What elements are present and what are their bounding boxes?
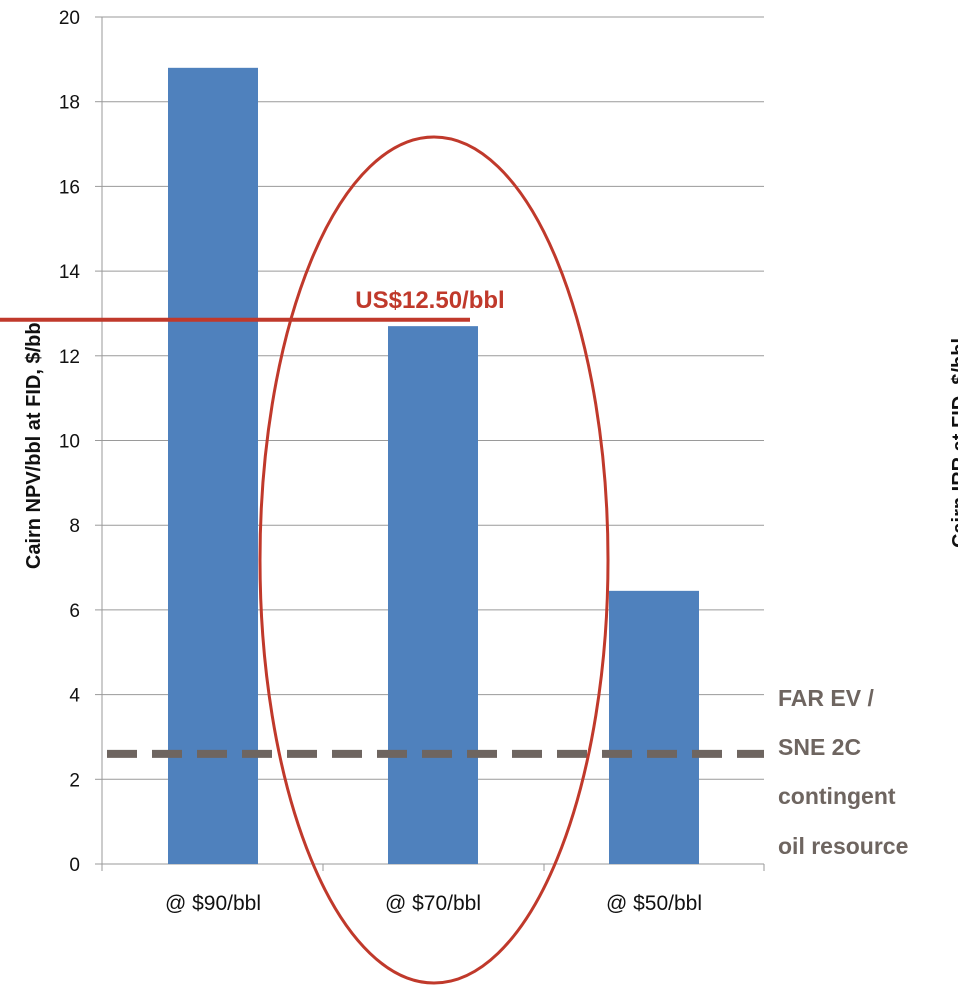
- y-tick-label: 18: [59, 93, 80, 114]
- annotations: US$12.50/bbl FAR EV / SNE 2C contingent oil …: [0, 135, 908, 985]
- x-category-label: @ $90/bbl: [165, 892, 261, 915]
- y-tick-label: 10: [59, 432, 80, 453]
- x-category-label: @ $50/bbl: [606, 892, 702, 915]
- y-tick-label: 8: [69, 516, 80, 537]
- dashed-line-label-line: oil resource: [778, 833, 908, 859]
- y-tick-label: 16: [59, 177, 80, 198]
- secondary-y-axis-label: Cairn IRR at FID, $/bbl: [949, 338, 958, 548]
- y-tick-label: 2: [69, 770, 80, 791]
- bar: [388, 326, 478, 864]
- highlight-ellipse: [258, 135, 610, 985]
- y-tick-label: 20: [59, 8, 80, 29]
- y-tick-label: 14: [59, 262, 81, 283]
- y-tick-label: 12: [59, 347, 80, 368]
- x-category-labels: @ $90/bbl @ $70/bbl @ $50/bbl: [165, 892, 702, 915]
- y-tick-labels: 0 2 4 6 8 10 12 14 16 18 20: [59, 8, 81, 876]
- dashed-line-label-line: SNE 2C: [778, 734, 861, 760]
- y-axis-label: Cairn NPV/bbl at FID, $/bbl: [23, 317, 45, 569]
- dashed-line-label-line: FAR EV /: [778, 685, 874, 711]
- dashed-line-label: FAR EV / SNE 2C contingent oil resource: [778, 685, 908, 859]
- dashed-line-label-line: contingent: [778, 783, 896, 809]
- bar: [168, 67, 258, 864]
- x-category-label: @ $70/bbl: [385, 892, 481, 915]
- bar: [609, 590, 699, 864]
- y-tick-label: 6: [69, 601, 80, 622]
- y-tick-label: 4: [69, 686, 80, 707]
- bars: [168, 67, 699, 864]
- reference-line-label: US$12.50/bbl: [355, 287, 504, 314]
- y-tick-label: 0: [69, 855, 80, 876]
